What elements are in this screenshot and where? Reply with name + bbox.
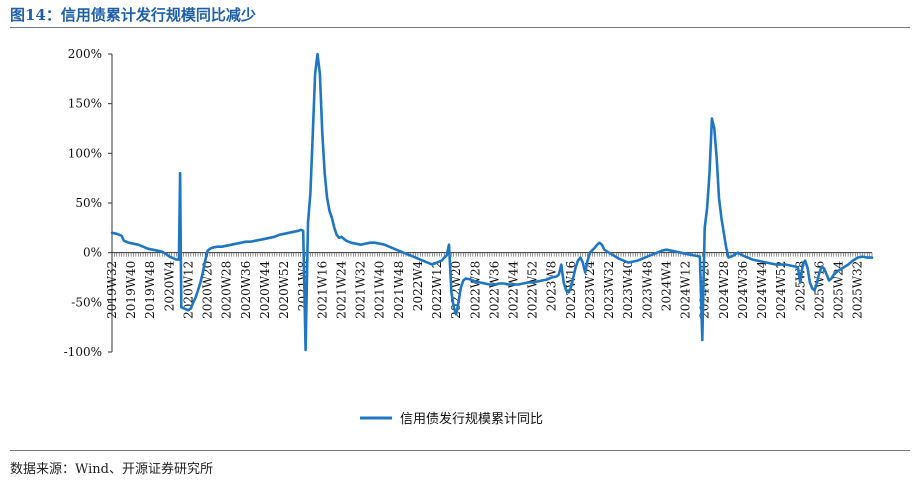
x-tick-label: 2020W4 (162, 260, 176, 311)
x-tick-label: 2024W52 (774, 261, 788, 319)
line-chart: -100% -50% 0% 50% 100% 150% 200% 2019W32 2019W4… (64, 47, 874, 427)
x-tick-label: 2024W36 (736, 261, 750, 319)
x-tick-label: 2025W32 (851, 261, 865, 319)
x-tick-label: 2021W32 (354, 261, 368, 319)
x-tick-label: 2024W12 (679, 261, 693, 319)
x-tick-label: 2021W24 (334, 260, 348, 319)
x-tick-label: 2022W52 (526, 261, 540, 319)
y-tick-label: 50% (75, 196, 102, 210)
x-tick-label: 2020W28 (220, 261, 234, 319)
x-tick-label: 2022W36 (487, 261, 501, 319)
x-tick-label: 2024W44 (755, 260, 769, 319)
series-line (110, 52, 874, 352)
x-tick-label: 2023W8 (545, 261, 559, 312)
x-tick-label: 2024W28 (717, 261, 731, 319)
source-note: 数据来源：Wind、开源证券研究所 (10, 462, 213, 477)
x-tick-label: 2022W28 (468, 261, 482, 319)
x-tick-label: 2023W32 (602, 261, 616, 319)
y-tick-label: 0% (83, 246, 102, 260)
x-tick-label: 2021W40 (373, 261, 387, 319)
bottom-rule (10, 450, 910, 451)
x-tick-label: 2025W8 (793, 261, 807, 312)
top-rule (10, 27, 910, 28)
x-tick-label: 2023W40 (621, 261, 635, 319)
x-tick-label: 2021W48 (392, 261, 406, 319)
x-tick-label: 2020W52 (277, 261, 291, 319)
y-tick-label: 150% (68, 97, 102, 111)
legend-label: 信用债发行规模累计同比 (400, 411, 543, 427)
x-axis-ticks (111, 252, 873, 257)
x-tick-label: 2022W12 (430, 261, 444, 319)
x-tick-label: 2022W4 (411, 260, 425, 311)
y-axis: -100% -50% 0% 50% 100% 150% 200% (64, 47, 113, 359)
x-tick-label: 2023W24 (583, 260, 597, 319)
y-tick-label: 100% (68, 146, 102, 160)
legend: 信用债发行规模累计同比 (360, 411, 543, 427)
x-axis-labels: 2019W32 2019W40 2019W48 2020W4 2020W12 2020W2… (105, 260, 865, 319)
x-tick-label: 2019W32 (105, 261, 119, 319)
x-tick-label: 2020W36 (239, 261, 253, 319)
x-tick-label: 2019W40 (124, 261, 138, 319)
x-tick-label: 2023W48 (640, 261, 654, 319)
y-tick-label: 200% (68, 47, 102, 61)
x-tick-label: 2019W48 (143, 261, 157, 319)
x-tick-label: 2021W16 (315, 261, 329, 319)
x-tick-label: 2022W44 (507, 260, 521, 319)
series-lines (110, 52, 874, 352)
figure-title: 图14：信用债累计发行规模同比减少 (10, 6, 256, 24)
x-tick-label: 2020W20 (201, 261, 215, 319)
x-tick-label: 2025W16 (812, 261, 826, 319)
y-tick-label: -50% (71, 295, 102, 309)
y-tick-label: -100% (64, 345, 102, 359)
x-tick-label: 2020W44 (258, 260, 272, 319)
x-tick-label: 2024W4 (659, 260, 673, 311)
